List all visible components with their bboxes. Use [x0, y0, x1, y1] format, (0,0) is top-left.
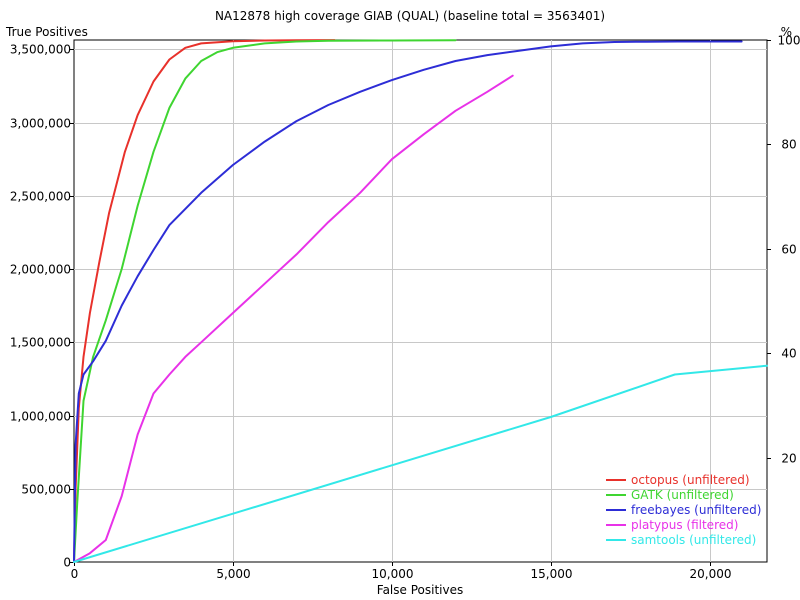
y-tick-label: 2,000,000	[10, 263, 71, 277]
series-group	[73, 39, 768, 563]
legend-label: freebayes (unfiltered)	[631, 503, 761, 517]
y-tick-label: 1,500,000	[10, 336, 71, 350]
right-tick-label: 60	[781, 243, 796, 257]
right-tick-label: 100	[778, 34, 800, 48]
y-tick-label: 3,000,000	[10, 117, 71, 131]
legend-label: samtools (unfiltered)	[631, 533, 756, 547]
y-axis-label: True Positives	[5, 25, 88, 39]
series-line-2	[73, 40, 743, 563]
right-tick-label: 20	[781, 452, 796, 466]
y-tick-label: 2,500,000	[10, 190, 71, 204]
axes: NA12878 high coverage GIAB (QUAL) (basel…	[5, 9, 800, 597]
y-tick-label: 500,000	[21, 483, 71, 497]
chart-title: NA12878 high coverage GIAB (QUAL) (basel…	[215, 9, 605, 23]
grid	[73, 39, 768, 563]
plot-frame	[73, 39, 768, 563]
x-tick-label: 10,000	[372, 567, 414, 581]
legend: octopus (unfiltered)GATK (unfiltered)fre…	[606, 473, 761, 547]
right-tick-label: 40	[781, 347, 796, 361]
legend-label: GATK (unfiltered)	[631, 488, 734, 502]
x-tick-label: 5,000	[216, 567, 250, 581]
x-tick-label: 15,000	[531, 567, 573, 581]
right-axis-label: %	[781, 25, 792, 39]
y-tick-label: 0	[63, 556, 71, 570]
legend-label: platypus (filtered)	[631, 518, 738, 532]
legend-label: octopus (unfiltered)	[631, 473, 750, 487]
y-tick-label: 1,000,000	[10, 410, 71, 424]
x-tick-label: 20,000	[690, 567, 732, 581]
series-line-0	[73, 39, 336, 563]
x-axis-label: False Positives	[377, 583, 463, 597]
series-line-3	[73, 74, 514, 563]
right-tick-label: 80	[781, 138, 796, 152]
x-tick-label: 0	[71, 567, 79, 581]
y-tick-label: 3,500,000	[10, 43, 71, 57]
series-line-4	[73, 364, 768, 563]
